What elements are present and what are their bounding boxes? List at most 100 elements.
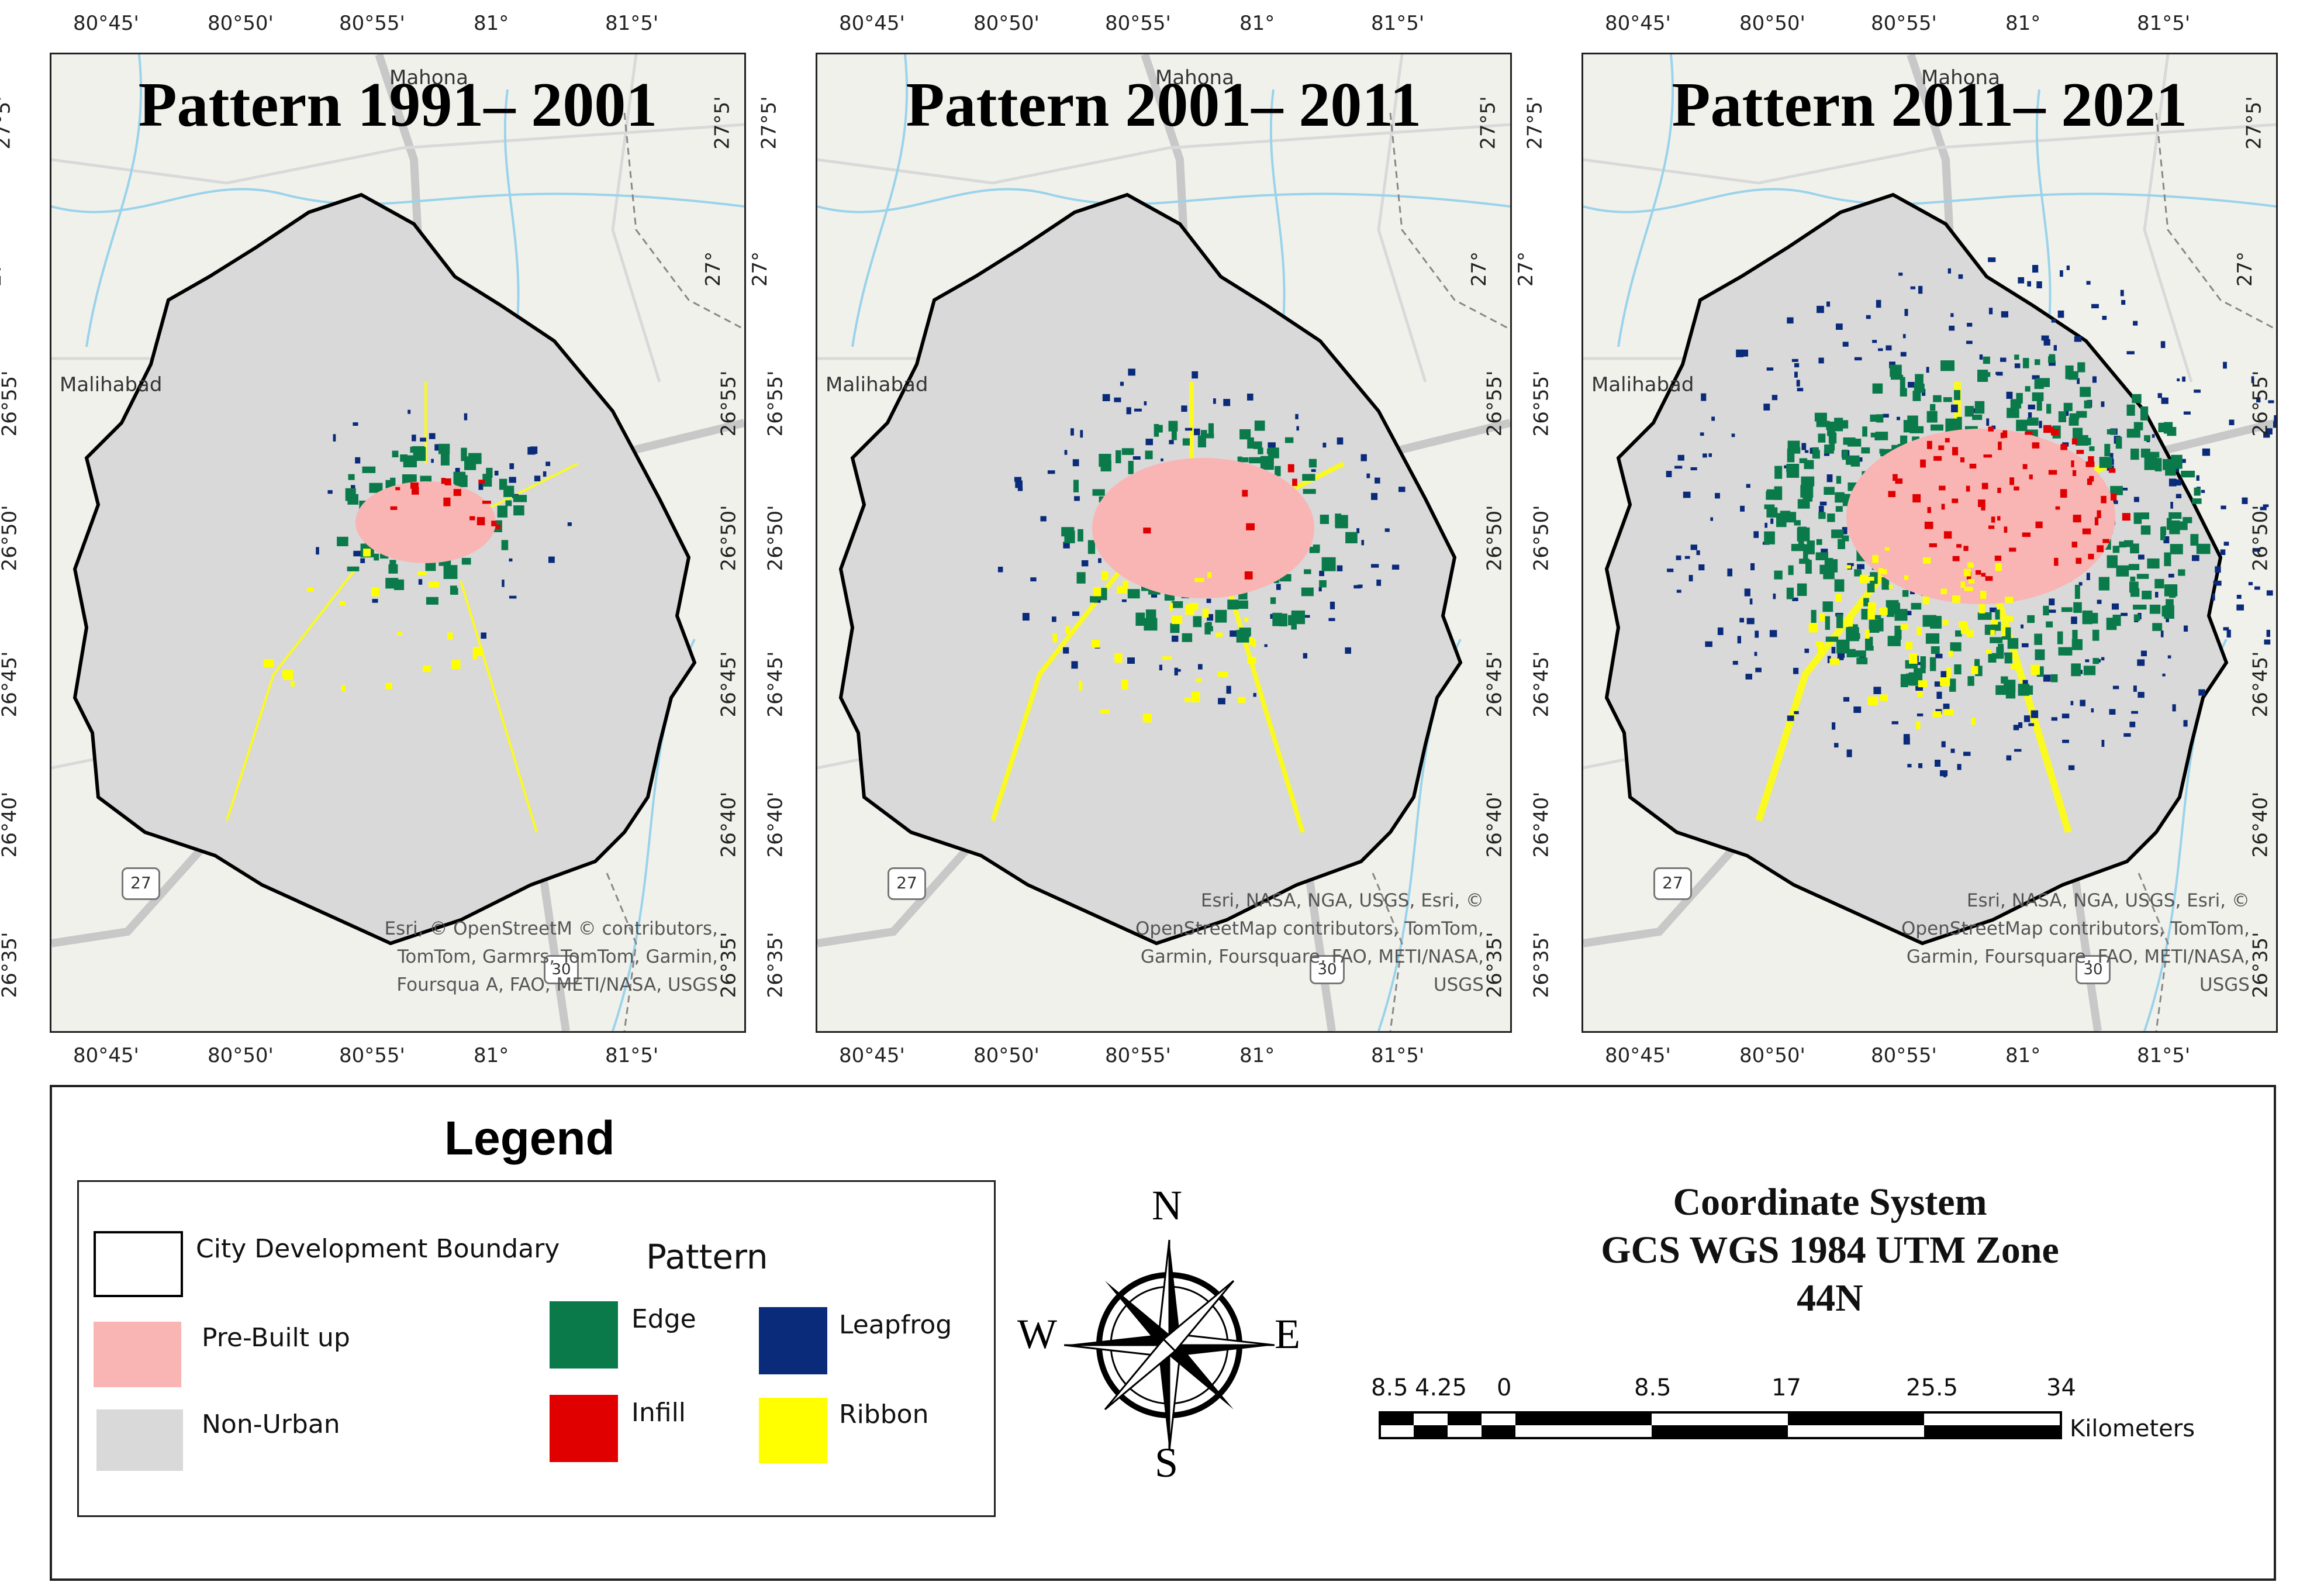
urban-patch <box>1847 439 1862 447</box>
urban-patch <box>2198 689 2205 696</box>
urban-patch <box>1123 580 1128 589</box>
urban-patch <box>410 482 419 489</box>
urban-patch <box>1909 426 1924 433</box>
swatch-prebuilt <box>94 1322 181 1387</box>
urban-patch <box>1986 418 1990 426</box>
urban-patch <box>2063 402 2073 411</box>
urban-patch <box>371 587 379 597</box>
prebuilt-area <box>1846 429 2115 604</box>
scale-tick-label: 17 <box>1772 1374 1801 1401</box>
urban-patch <box>2162 673 2166 677</box>
urban-patch <box>1900 351 1907 357</box>
lat-tick-label: 26°55' <box>0 370 22 437</box>
urban-patch <box>2158 422 2166 433</box>
urban-patch <box>2109 453 2114 460</box>
urban-patch <box>1750 563 1755 571</box>
urban-patch <box>1980 591 1987 599</box>
urban-patch <box>1142 714 1152 723</box>
lon-tick-label: 81° <box>2005 12 2041 35</box>
urban-patch <box>2019 419 2031 426</box>
urban-patch <box>1715 492 1720 499</box>
urban-patch <box>2236 595 2242 599</box>
urban-patch <box>2091 304 2099 309</box>
urban-patch <box>1988 308 1993 315</box>
urban-patch <box>369 482 383 493</box>
urban-patch <box>2051 319 2056 323</box>
urban-patch <box>438 560 451 566</box>
urban-patch <box>2039 420 2042 428</box>
urban-patch <box>1708 453 1712 457</box>
urban-patch <box>1698 564 1705 571</box>
lat-tick-label: 26°35' <box>717 932 741 998</box>
urban-patch <box>1710 517 1713 521</box>
urban-patch <box>2076 557 2082 564</box>
urban-patch <box>2201 490 2205 493</box>
urban-patch <box>2071 460 2074 467</box>
lon-tick-label: 80°50' <box>1739 1044 1805 1067</box>
legend-title: Legend <box>444 1112 615 1165</box>
urban-patch <box>1938 445 1945 450</box>
urban-patch <box>2088 553 2094 560</box>
urban-patch <box>1879 449 1884 454</box>
urban-patch <box>2054 557 2059 566</box>
urban-patch <box>1888 585 1893 589</box>
urban-patch <box>2121 299 2126 305</box>
urban-patch <box>2167 655 2171 659</box>
urban-patch <box>1134 408 1142 412</box>
urban-patch <box>1260 456 1274 470</box>
urban-patch <box>545 461 551 466</box>
urban-patch <box>1081 560 1089 567</box>
urban-patch <box>1303 489 1316 494</box>
urban-patch <box>1804 450 1809 453</box>
basemap <box>1583 54 2276 1031</box>
urban-patch <box>412 435 416 442</box>
urban-patch <box>1360 454 1367 461</box>
urban-patch <box>1135 612 1145 626</box>
urban-patch <box>2050 674 2058 683</box>
urban-patch <box>1805 560 1812 574</box>
urban-patch <box>1787 715 1794 721</box>
urban-patch <box>2036 398 2042 411</box>
urban-patch <box>1816 420 1830 428</box>
urban-patch <box>1788 565 1794 575</box>
urban-patch <box>1971 666 1978 674</box>
urban-patch <box>1976 570 1981 575</box>
urban-patch <box>1753 531 1759 538</box>
urban-patch <box>2112 603 2119 610</box>
urban-patch <box>1911 602 1922 610</box>
urban-patch <box>1860 574 1868 584</box>
urban-patch <box>543 471 547 477</box>
urban-patch <box>1815 642 1824 646</box>
urban-patch <box>1270 597 1276 604</box>
urban-patch <box>1886 600 1899 607</box>
urban-patch <box>1711 416 1715 421</box>
urban-patch <box>1774 570 1783 580</box>
urban-patch <box>1264 644 1268 647</box>
urban-patch <box>1867 577 1874 581</box>
urban-patch <box>1191 692 1200 702</box>
urban-patch <box>1253 441 1262 449</box>
urban-patch <box>1770 518 1774 524</box>
label-nonurban: Non-Urban <box>202 1409 340 1439</box>
lon-tick-label: 80°55' <box>1871 1044 1937 1067</box>
label-leapfrog: Leapfrog <box>839 1310 952 1340</box>
urban-patch <box>491 521 497 526</box>
urban-patch <box>2128 564 2140 570</box>
lon-tick-label: 81° <box>474 12 509 35</box>
urban-patch <box>1161 458 1163 461</box>
urban-patch <box>2058 647 2073 656</box>
urban-patch <box>1705 641 1712 647</box>
urban-patch <box>1345 532 1358 543</box>
urban-patch <box>1218 698 1225 705</box>
place-label-malihabad: Malihabad <box>60 373 163 397</box>
urban-patch <box>1356 528 1360 533</box>
urban-patch <box>1907 611 1912 615</box>
urban-patch <box>2078 582 2083 586</box>
lat-tick-label: 27°5' <box>0 96 15 150</box>
urban-patch <box>2168 574 2174 578</box>
urban-patch <box>1353 585 1361 589</box>
urban-patch <box>1072 459 1079 467</box>
urban-patch <box>2273 421 2276 428</box>
attribution-text: Esri, NASA, NGA, USGS, Esri, © OpenStree… <box>1901 890 2250 995</box>
urban-patch <box>1114 653 1123 663</box>
